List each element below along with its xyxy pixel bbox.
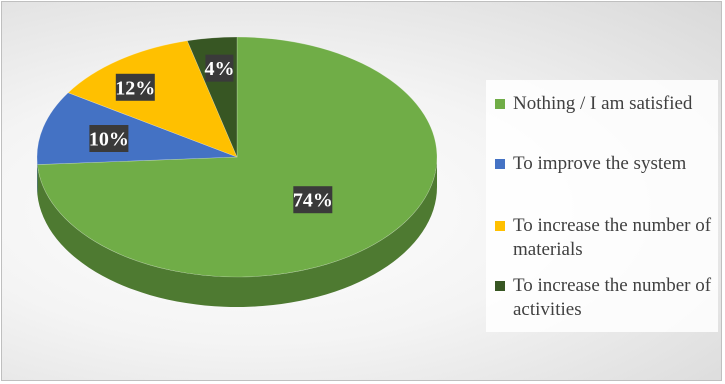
- legend-label-improve-system: To improve the system: [513, 153, 687, 174]
- data-label-box-satisfied: [293, 186, 333, 214]
- data-label-materials: 12%: [115, 73, 155, 101]
- pie-side-satisfied: [37, 157, 437, 307]
- data-label-satisfied: 74%: [293, 186, 333, 214]
- legend-label-materials: To increase the number of materials: [513, 215, 712, 260]
- legend-swatch-improve-system: [495, 159, 505, 169]
- data-label-improve-system: 10%: [89, 124, 129, 152]
- data-label-activities: 4%: [204, 54, 234, 82]
- legend-label-satisfied: Nothing / I am satisfied: [513, 93, 693, 114]
- data-label-text-activities: 4%: [204, 58, 234, 80]
- data-label-box-materials: [115, 73, 155, 101]
- pie-slices: [36, 36, 438, 307]
- legend-label-activities: To increase the number of activities: [513, 275, 712, 320]
- data-label-text-materials: 12%: [115, 77, 155, 99]
- legend-swatch-materials: [495, 221, 505, 231]
- legend-swatch-activities: [495, 281, 505, 291]
- chart-legend: Nothing / I am satisfied To improve the …: [486, 80, 718, 332]
- pie-slice-satisfied: [37, 36, 438, 278]
- legend-swatch-satisfied: [495, 99, 505, 109]
- data-label-text-satisfied: 74%: [293, 190, 333, 212]
- data-label-box-activities: [205, 54, 234, 82]
- data-label-box-improve-system: [89, 124, 129, 152]
- data-labels: 74% 10% 12% 4%: [89, 54, 333, 214]
- pie-slice-improve-system: [36, 92, 238, 165]
- data-label-text-improve-system: 10%: [89, 128, 129, 150]
